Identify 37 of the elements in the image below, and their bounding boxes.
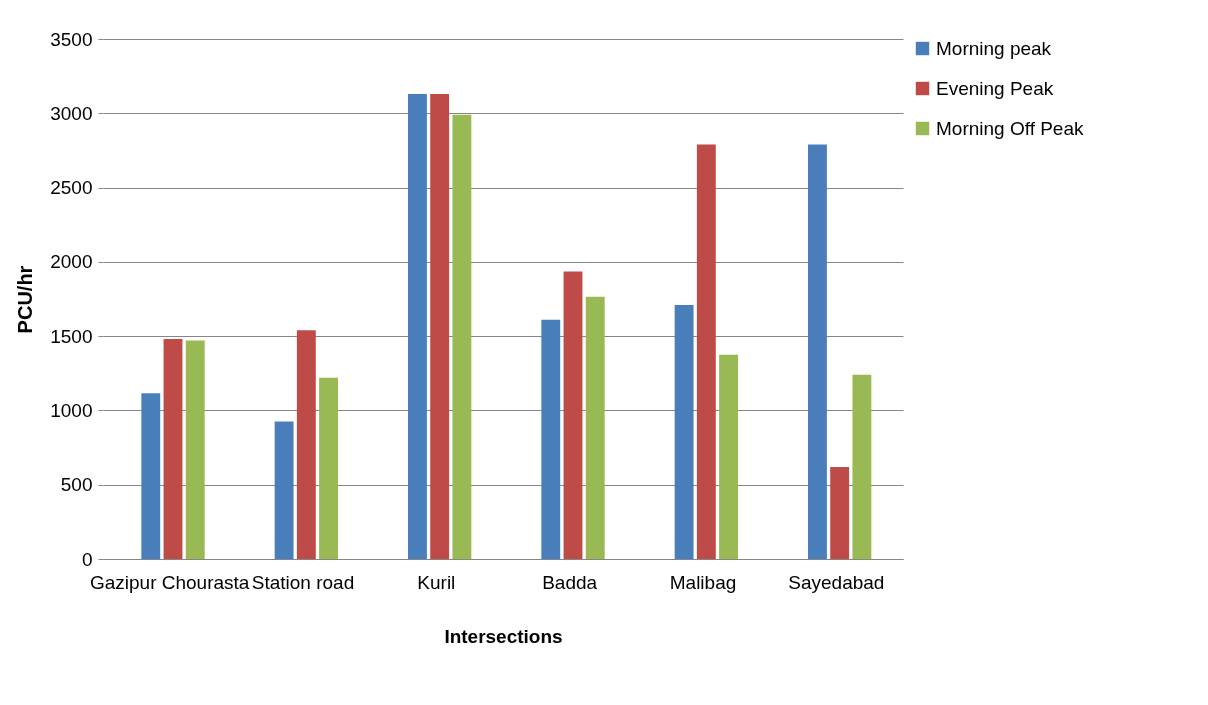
x-tick-label: Sayedabad: [788, 571, 885, 593]
bar: [185, 340, 205, 559]
y-tick-label: 500: [60, 474, 93, 496]
x-tick-label: Station road: [251, 571, 355, 593]
bar: [319, 377, 338, 559]
x-axis-title: Intersections: [444, 625, 563, 647]
bar: [696, 144, 716, 559]
y-tick-label: 2500: [50, 177, 93, 199]
y-axis-title: PCU/hr: [14, 265, 37, 334]
y-tick-label: 0: [81, 548, 93, 570]
x-tick-label: Malibag: [669, 571, 737, 593]
bar: [808, 144, 827, 559]
bar: [852, 374, 872, 559]
bar: [585, 296, 605, 559]
bar: [274, 421, 294, 559]
bar: [674, 304, 694, 559]
y-tick-label: 3000: [50, 102, 93, 124]
legend-label: Morning peak: [936, 37, 1052, 59]
bar: [452, 114, 472, 559]
x-tick-label: Gazipur Chourasta: [89, 571, 250, 593]
legend-label: Evening Peak: [936, 77, 1054, 99]
x-tick-label: Kuril: [417, 571, 456, 593]
bar: [719, 354, 738, 559]
bar: [430, 93, 450, 559]
y-tick-label: 1500: [50, 325, 93, 347]
x-tick-label: Badda: [542, 571, 598, 593]
bar: [163, 339, 183, 559]
bar: [141, 393, 161, 559]
y-tick-label: 2000: [50, 251, 93, 273]
bar: [541, 319, 561, 559]
legend-label: Morning Off Peak: [936, 117, 1084, 139]
bar: [296, 330, 316, 559]
bar: [408, 93, 427, 559]
y-tick-label: 3500: [50, 28, 93, 50]
bar: [830, 466, 850, 559]
bar: [563, 271, 583, 559]
y-tick-label: 1000: [50, 399, 93, 421]
